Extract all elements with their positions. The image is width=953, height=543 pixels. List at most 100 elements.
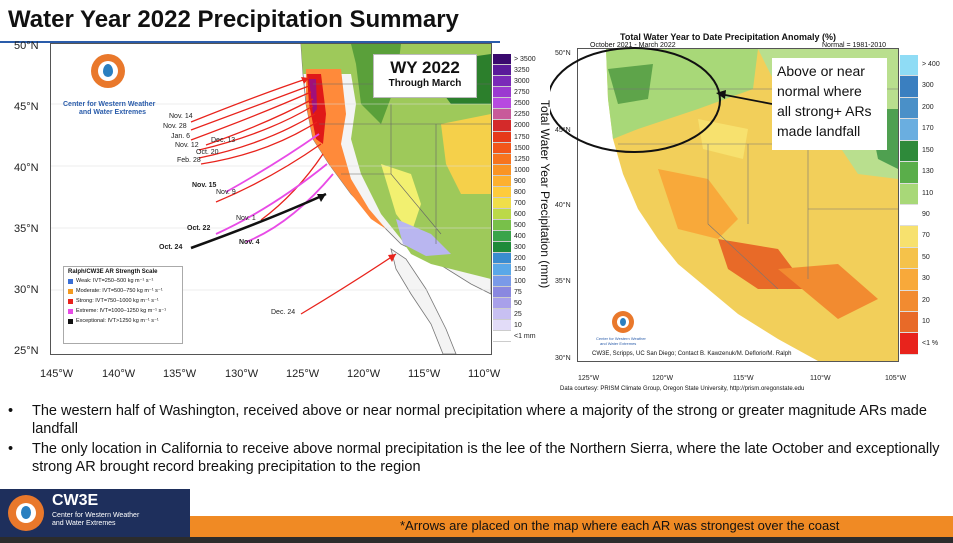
legend-item-label: Weak: IVT=250–500 kg m⁻¹ s⁻¹	[76, 278, 154, 284]
callout-arrow	[719, 93, 773, 105]
legend-swatch	[68, 288, 73, 294]
colorbar-segment	[900, 290, 918, 313]
right-map-title: Total Water Year to Date Precipitation A…	[620, 32, 837, 42]
colorbar-label: 150	[514, 266, 526, 274]
colorbar-label: 500	[514, 222, 526, 230]
colorbar-label: 150	[922, 146, 934, 154]
wy-badge-title: WY 2022	[390, 58, 460, 77]
colorbar-label: 400	[514, 233, 526, 241]
colorbar-segment	[493, 142, 511, 154]
ar-label: Nov. 12	[175, 142, 199, 149]
colorbar-segment	[493, 76, 511, 88]
right-logo-line1: Center for Western Weather	[596, 336, 646, 341]
colorbar-label: 130	[922, 168, 934, 176]
colorbar-segment	[493, 264, 511, 276]
legend-item: Moderate: IVT=500–750 kg m⁻¹ s⁻¹	[68, 288, 178, 294]
right-map-data-credit: Data courtesy: PRISM Climate Group, Oreg…	[560, 386, 805, 392]
left-lon-label: 120°W	[347, 368, 381, 380]
colorbar-segment	[493, 308, 511, 320]
colorbar-label: 30	[922, 275, 930, 283]
right-map-period: October 2021 - March 2022	[590, 42, 676, 49]
colorbar-label: 2250	[514, 111, 530, 119]
colorbar-label: 2000	[514, 122, 530, 130]
bullet-dot: •	[8, 403, 14, 419]
footer-note: *Arrows are placed on the map where each…	[400, 518, 840, 533]
right-colorbar	[900, 55, 918, 355]
colorbar-label: 300	[514, 244, 526, 252]
bullet-item: • The only location in California to rec…	[8, 440, 948, 476]
colorbar-label: 10	[514, 321, 522, 329]
callout-line: all strong+ ARs	[777, 103, 872, 119]
colorbar-segment	[493, 153, 511, 165]
footer-logo-icon	[8, 495, 44, 531]
colorbar-segment	[900, 333, 918, 355]
colorbar-segment	[900, 76, 918, 98]
colorbar-label: 200	[514, 255, 526, 263]
colorbar-label: 50	[922, 253, 930, 261]
right-map-figure: Total Water Year to Date Precipitation A…	[550, 30, 950, 400]
colorbar-label: 10	[922, 318, 930, 326]
colorbar-segment	[900, 55, 918, 77]
legend-swatch	[68, 318, 73, 324]
colorbar-segment	[900, 226, 918, 248]
colorbar-label: 200	[922, 103, 934, 111]
colorbar-segment	[493, 242, 511, 254]
colorbar-segment	[900, 204, 918, 227]
ar-label: Dec. 24	[271, 309, 296, 316]
legend-item: Weak: IVT=250–500 kg m⁻¹ s⁻¹	[68, 278, 178, 284]
right-logo-icon	[612, 311, 634, 333]
legend-swatch	[68, 298, 73, 304]
left-lon-label: 125°W	[286, 368, 320, 380]
colorbar-segment	[493, 54, 511, 66]
legend-item-label: Extreme: IVT=1000–1250 kg m⁻¹ s⁻¹	[76, 308, 167, 314]
colorbar-segment	[493, 98, 511, 110]
colorbar-label: 50	[514, 299, 522, 307]
ar-arrowheads	[301, 77, 396, 262]
ar-label: Nov. 14	[169, 113, 193, 120]
colorbar-segment	[493, 330, 511, 343]
colorbar-segment	[493, 175, 511, 187]
colorbar-label: 1250	[514, 155, 530, 163]
colorbar-label: 20	[922, 296, 930, 304]
colorbar-segment	[493, 319, 511, 331]
legend-title: Ralph/CW3E AR Strength Scale	[68, 269, 158, 275]
right-lon-label: 125°W	[578, 375, 600, 382]
left-logo-line2: and Water Extremes	[79, 109, 147, 116]
left-lat-label: 35°N	[14, 223, 39, 235]
left-lat-label: 30°N	[14, 284, 39, 296]
footer-bottom-strip	[0, 537, 953, 543]
colorbar-label: 75	[514, 288, 522, 296]
colorbar-segment	[493, 286, 511, 298]
left-lat-label: 45°N	[14, 101, 39, 113]
left-colorbar-labels: > 3500 3250 3000 2750 2500 2250 2000 1750 1500 12…	[514, 54, 542, 342]
callout-ellipse	[550, 47, 721, 153]
ar-arrows	[190, 77, 397, 315]
left-logo-line1: Center for Western Weather	[63, 101, 156, 108]
legend-item-label: Moderate: IVT=500–750 kg m⁻¹ s⁻¹	[76, 288, 163, 294]
legend-item-label: Exceptional: IVT>1250 kg m⁻¹ s⁻¹	[76, 318, 159, 324]
colorbar-segment	[900, 97, 918, 120]
legend-swatch	[68, 278, 73, 284]
right-lat-label: 35°N	[555, 278, 571, 285]
legend-item: Strong: IVT=750–1000 kg m⁻¹ s⁻¹	[68, 298, 178, 304]
colorbar-segment	[900, 183, 918, 205]
bullet-list: • The western half of Washington, receiv…	[8, 402, 948, 478]
slide-title: Water Year 2022 Precipitation Summary	[8, 6, 459, 33]
colorbar-label: 600	[514, 211, 526, 219]
callout-line: normal where	[777, 83, 862, 99]
colorbar-segment	[493, 164, 511, 176]
colorbar-label: > 3500	[514, 56, 536, 63]
right-lat-label: 50°N	[555, 50, 571, 57]
callout-line: Above or near	[777, 63, 865, 79]
left-colorbar	[493, 54, 511, 343]
colorbar-segment	[900, 119, 918, 141]
wy-badge: WY 2022 Through March	[373, 54, 477, 98]
ar-label: Nov. 15	[192, 182, 217, 189]
colorbar-label: > 400	[922, 61, 940, 68]
right-logo-line2: and Water Extremes	[600, 341, 637, 346]
ar-label: Oct. 24	[159, 244, 183, 251]
right-lat-label: 30°N	[555, 355, 571, 362]
right-lon-label: 120°W	[652, 375, 674, 382]
callout-line: made landfall	[777, 123, 861, 139]
colorbar-label: 2750	[514, 89, 530, 97]
